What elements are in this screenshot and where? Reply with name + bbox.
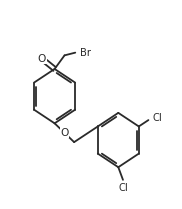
Text: O: O (38, 54, 46, 64)
Text: O: O (60, 128, 69, 138)
Text: Br: Br (80, 48, 91, 58)
Text: Cl: Cl (153, 113, 163, 123)
Text: Cl: Cl (119, 183, 128, 193)
